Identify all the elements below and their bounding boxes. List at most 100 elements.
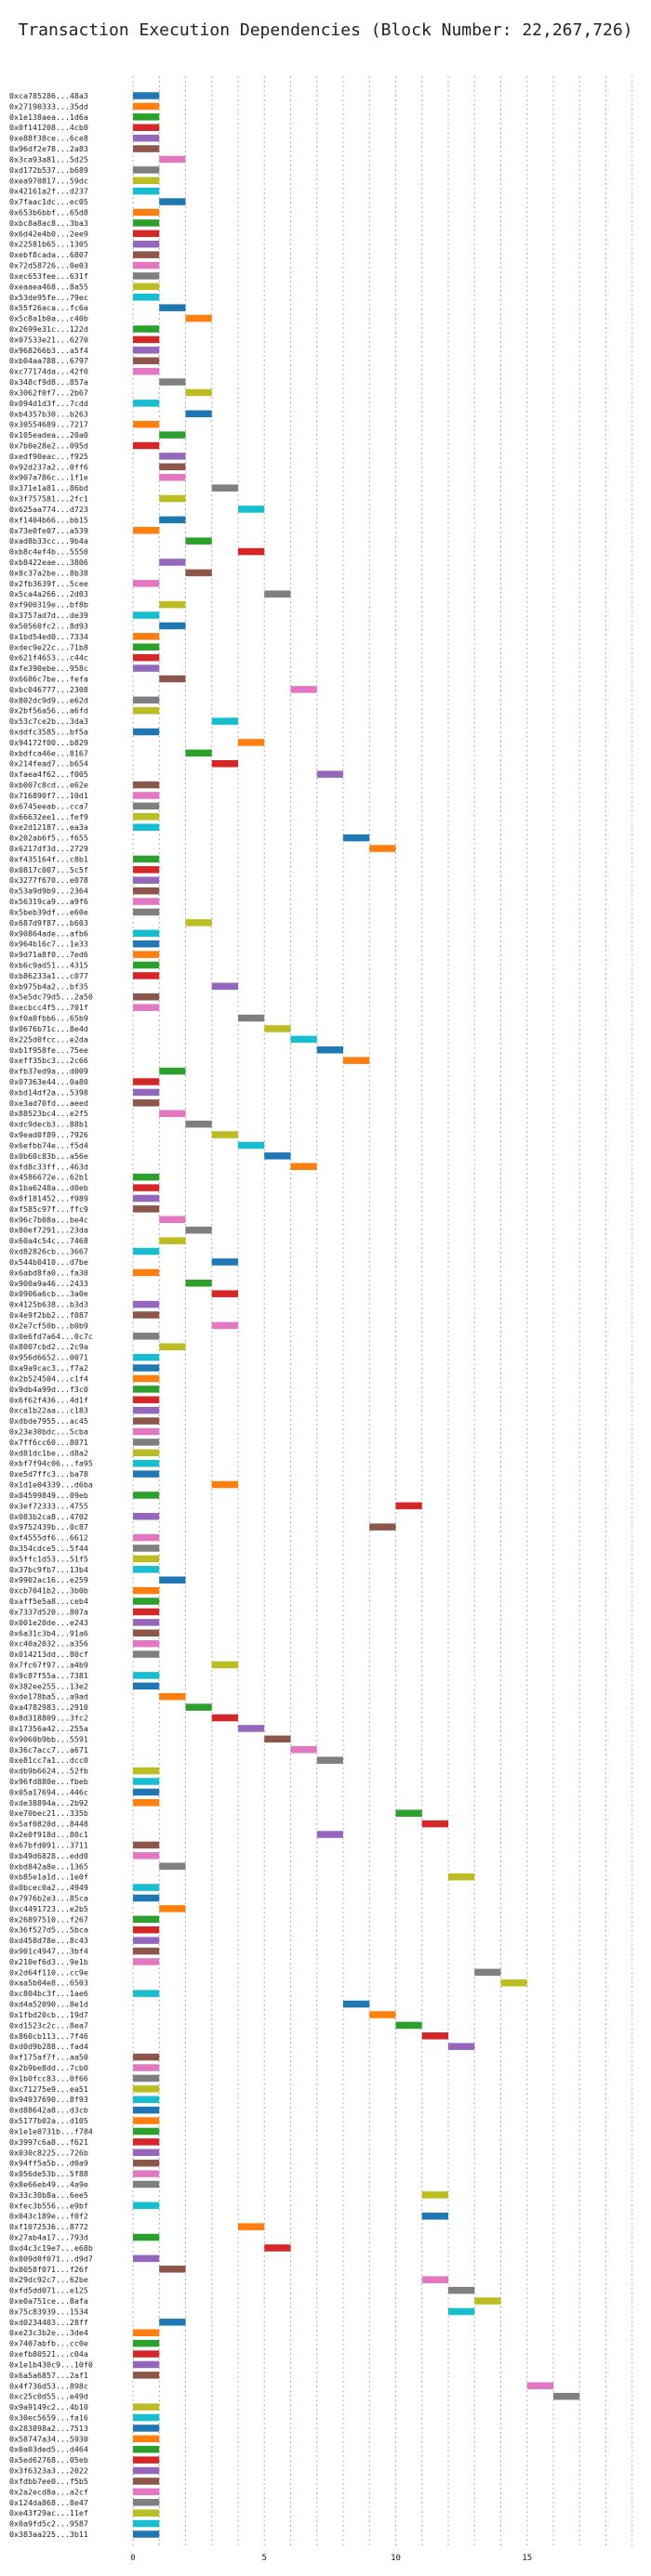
transaction-bar	[133, 1650, 160, 1658]
chart-title: Transaction Execution Dependencies (Bloc…	[18, 20, 632, 40]
transaction-bar	[133, 1459, 160, 1467]
transaction-bar	[133, 1406, 160, 1414]
transaction-bar	[133, 2233, 160, 2241]
transaction-label: 0x2bf56a56...a6fd	[9, 706, 88, 716]
transaction-bar	[133, 1492, 160, 1499]
transaction-label: 0x94172f00...b829	[9, 738, 88, 747]
transaction-label: 0xd0d9b288...fad4	[9, 2042, 88, 2051]
transaction-bar	[553, 2392, 580, 2400]
transaction-label: 0x73e0fe07...a539	[9, 526, 88, 535]
transaction-label: 0xf175af7f...aa50	[9, 2053, 88, 2062]
transaction-bar	[211, 1290, 238, 1297]
transaction-bar	[159, 1862, 186, 1871]
transaction-bar	[159, 622, 186, 630]
transaction-label: 0x8007cbd2...2c9a	[9, 1342, 88, 1351]
transaction-bar	[133, 2372, 160, 2379]
transaction-bar	[133, 187, 160, 195]
transaction-label: 0xc4491723...e2b5	[9, 1904, 88, 1913]
transaction-bar	[133, 1333, 160, 1340]
transaction-bar	[185, 388, 212, 397]
transaction-bar	[264, 590, 291, 598]
transaction-bar	[133, 580, 160, 587]
transaction-label: 0x9ead0f89...7926	[9, 1130, 88, 1139]
transaction-bar	[211, 717, 238, 725]
transaction-bar	[133, 230, 160, 238]
transaction-label: 0xecbcc4f5...701f	[9, 1003, 88, 1012]
transaction-label: 0x014213dd...80cf	[9, 1649, 88, 1659]
transaction-bar	[185, 1120, 212, 1128]
transaction-bar	[185, 410, 212, 418]
transaction-label: 0xe43f29ac...11ef	[9, 2508, 88, 2517]
transaction-bar	[448, 1873, 475, 1881]
transaction-bar	[264, 2244, 291, 2252]
bars	[133, 92, 580, 2538]
transaction-bar	[133, 653, 160, 662]
transaction-label: 0x26897510...f267	[9, 1914, 88, 1924]
transaction-label: 0x083b2ca8...4702	[9, 1512, 88, 1521]
transaction-bar	[133, 1311, 160, 1319]
transaction-label: 0x22581b65...1305	[9, 240, 88, 249]
transaction-label: 0xfec3b556...e9bf	[9, 2201, 88, 2210]
transaction-bar	[264, 1025, 291, 1032]
transaction-bar	[211, 982, 238, 991]
transaction-bar	[421, 2191, 448, 2199]
transaction-label: 0xe88f38ce...6ce8	[9, 134, 88, 143]
transaction-bar	[133, 1767, 160, 1775]
transaction-label: 0x5c8a1b0a...c40b	[9, 314, 88, 323]
transaction-label: 0x6217df3d...2729	[9, 844, 88, 853]
transaction-label: 0x348cf9d8...857a	[9, 377, 88, 387]
transaction-bar	[133, 1597, 160, 1605]
transaction-bar	[185, 314, 212, 322]
transaction-bar	[316, 1831, 343, 1838]
transaction-bar	[133, 527, 160, 534]
transaction-bar	[133, 2488, 160, 2496]
transaction-label: 0x716890f7...10d1	[9, 791, 88, 800]
transaction-label: 0x0817c007...5c5f	[9, 865, 88, 874]
transaction-label: 0xde38894a...2b92	[9, 1798, 88, 1807]
transaction-label: 0xb49d6828...edd0	[9, 1851, 88, 1860]
transaction-bar	[211, 1661, 238, 1669]
transaction-bar	[133, 283, 160, 291]
transaction-label: 0x030c8225...726b	[9, 2148, 88, 2157]
transaction-bar	[133, 272, 160, 280]
transaction-bar	[133, 908, 160, 916]
transaction-label: 0x382ee255...13e2	[9, 1681, 88, 1690]
transaction-bar	[133, 367, 160, 375]
transaction-label: 0x7fc67f97...a4b9	[9, 1660, 88, 1669]
transaction-bar	[133, 855, 160, 863]
transaction-bar	[133, 2096, 160, 2103]
transaction-bar	[133, 441, 160, 450]
transaction-label: 0x33c30b8a...6ee5	[9, 2190, 88, 2200]
x-tick-label: 15	[522, 2554, 532, 2563]
transaction-bar	[421, 2276, 448, 2283]
transaction-label: 0xbd842a8e...1365	[9, 1861, 88, 1871]
transaction-label: 0x3277f670...e078	[9, 875, 88, 885]
transaction-bar	[133, 1639, 160, 1648]
transaction-bar	[133, 420, 160, 428]
transaction-label: 0xe2d12187...ea3a	[9, 822, 88, 832]
transaction-bar	[133, 294, 160, 301]
transaction-label: 0xfe390ebe...958c	[9, 664, 88, 673]
transaction-bar	[159, 1692, 186, 1701]
transaction-label: 0xfd8c33ff...463d	[9, 1162, 88, 1171]
transaction-label: 0x1d1e04339...d6ba	[9, 1480, 93, 1490]
transaction-bar	[159, 1343, 186, 1350]
transaction-bar	[264, 1735, 291, 1743]
transaction-label: 0x283898a2...7513	[9, 2424, 88, 2433]
transaction-label: 0xc25c0d55...e49d	[9, 2392, 88, 2401]
transaction-bar	[133, 1852, 160, 1860]
transaction-label: 0x37bc9fb7...13b4	[9, 1565, 88, 1574]
transaction-bar	[133, 335, 160, 344]
transaction-bar	[133, 2053, 160, 2061]
transaction-label: 0x53c7ce2b...3da3	[9, 716, 88, 726]
transaction-label: 0x5ffc1d53...51f5	[9, 1554, 88, 1563]
transaction-label: 0x7b0e28e2...095d	[9, 440, 88, 450]
transaction-label: 0x6abd8fa0...fa30	[9, 1268, 88, 1277]
x-tick-label: 10	[391, 2554, 401, 2563]
transaction-bar	[159, 1905, 186, 1912]
transaction-label: 0xd0234403...28ff	[9, 2318, 88, 2327]
transaction-label: 0xb6c9ad51...4315	[9, 961, 88, 970]
transaction-bar	[290, 686, 317, 693]
transaction-label: 0xeff35bc3...2c66	[9, 1056, 88, 1065]
transaction-bar	[316, 1756, 343, 1764]
